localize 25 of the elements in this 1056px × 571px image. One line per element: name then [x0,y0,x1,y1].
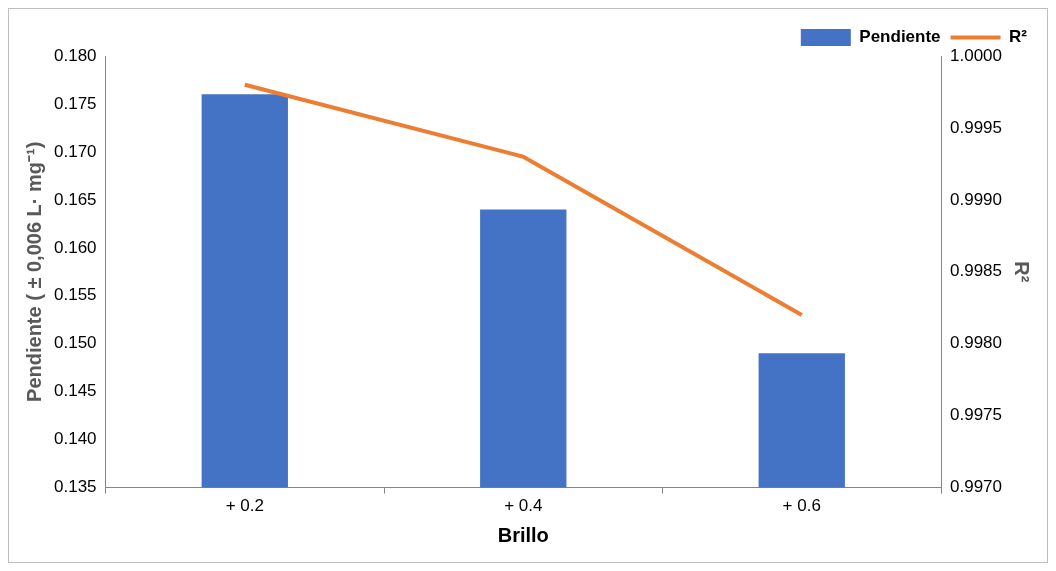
y2-tick-label: 0.9995 [950,117,1002,137]
y-tick-label: 0.150 [53,333,97,353]
legend-label: R² [1009,27,1028,47]
y2-tick-label: 0.9990 [950,189,1002,209]
y-tick-label: 0.175 [53,93,97,113]
x-tick-label: + 0.6 [782,496,821,516]
y-tick-label: 0.145 [53,381,97,401]
x-axis-title: Brillo [497,523,549,546]
y-tick-label: 0.160 [53,237,97,257]
y-tick-label: 0.180 [53,45,97,65]
y2-tick-label: 1.0000 [950,45,1002,65]
x-tick-label: + 0.4 [504,496,543,516]
y2-tick-label: 0.9980 [950,333,1002,353]
y-tick-label: 0.135 [53,477,97,497]
legend-label: Pendiente [859,27,941,47]
y-tick-label: 0.165 [53,189,97,209]
y-tick-label: 0.140 [53,429,97,449]
y2-tick-label: 0.9970 [950,477,1002,497]
y2-axis-title: R² [1011,261,1034,283]
x-tick-label: + 0.2 [225,496,264,516]
y-tick-label: 0.155 [53,285,97,305]
y-tick-label: 0.170 [53,141,97,161]
y2-tick-label: 0.9985 [950,261,1002,281]
y-axis-title: Pendiente ( ± 0,006 L· mg⁻¹) [22,141,45,402]
y2-tick-label: 0.9975 [950,405,1002,425]
